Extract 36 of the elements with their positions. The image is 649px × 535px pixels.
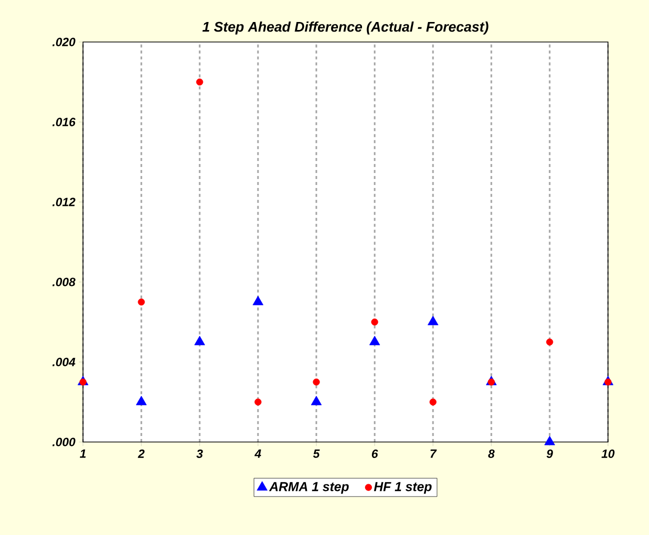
point xyxy=(430,398,436,406)
x-tick-label: 3 xyxy=(196,450,203,458)
y-tick-label: .008 xyxy=(52,278,76,286)
point xyxy=(604,378,612,386)
x-tick-label: 4 xyxy=(254,450,262,458)
point xyxy=(546,338,554,346)
point xyxy=(196,78,204,86)
x-tick-label: 9 xyxy=(546,450,553,458)
x-tick-label: 1 xyxy=(80,450,86,458)
chart-title: 1 Step Ahead Difference (Actual - Forecast) xyxy=(202,21,488,34)
point xyxy=(310,396,322,406)
point xyxy=(369,336,380,346)
y-tick-label: .012 xyxy=(52,198,76,206)
x-tick-label: 6 xyxy=(372,450,378,458)
y-tick-label: .016 xyxy=(52,118,76,126)
y-tick-label: .000 xyxy=(52,438,76,446)
point xyxy=(371,318,378,326)
legend-label: HF 1 step xyxy=(374,482,432,494)
point xyxy=(80,378,86,386)
point xyxy=(136,396,147,406)
x-tick-label: 10 xyxy=(602,450,615,458)
y-tick-label: .004 xyxy=(52,358,76,366)
point xyxy=(428,316,438,326)
y-tick-label: .020 xyxy=(52,38,76,46)
point xyxy=(254,398,262,406)
x-tick-label: 8 xyxy=(488,450,495,458)
point xyxy=(138,298,145,306)
point xyxy=(194,336,206,346)
point xyxy=(252,296,264,306)
x-tick-label: 7 xyxy=(430,450,437,458)
point xyxy=(544,436,556,446)
x-tick-label: 5 xyxy=(313,450,320,458)
legend-label: ARMA 1 step xyxy=(269,482,349,494)
point xyxy=(312,378,320,386)
point xyxy=(488,378,495,386)
x-tick-label: 2 xyxy=(138,450,145,458)
